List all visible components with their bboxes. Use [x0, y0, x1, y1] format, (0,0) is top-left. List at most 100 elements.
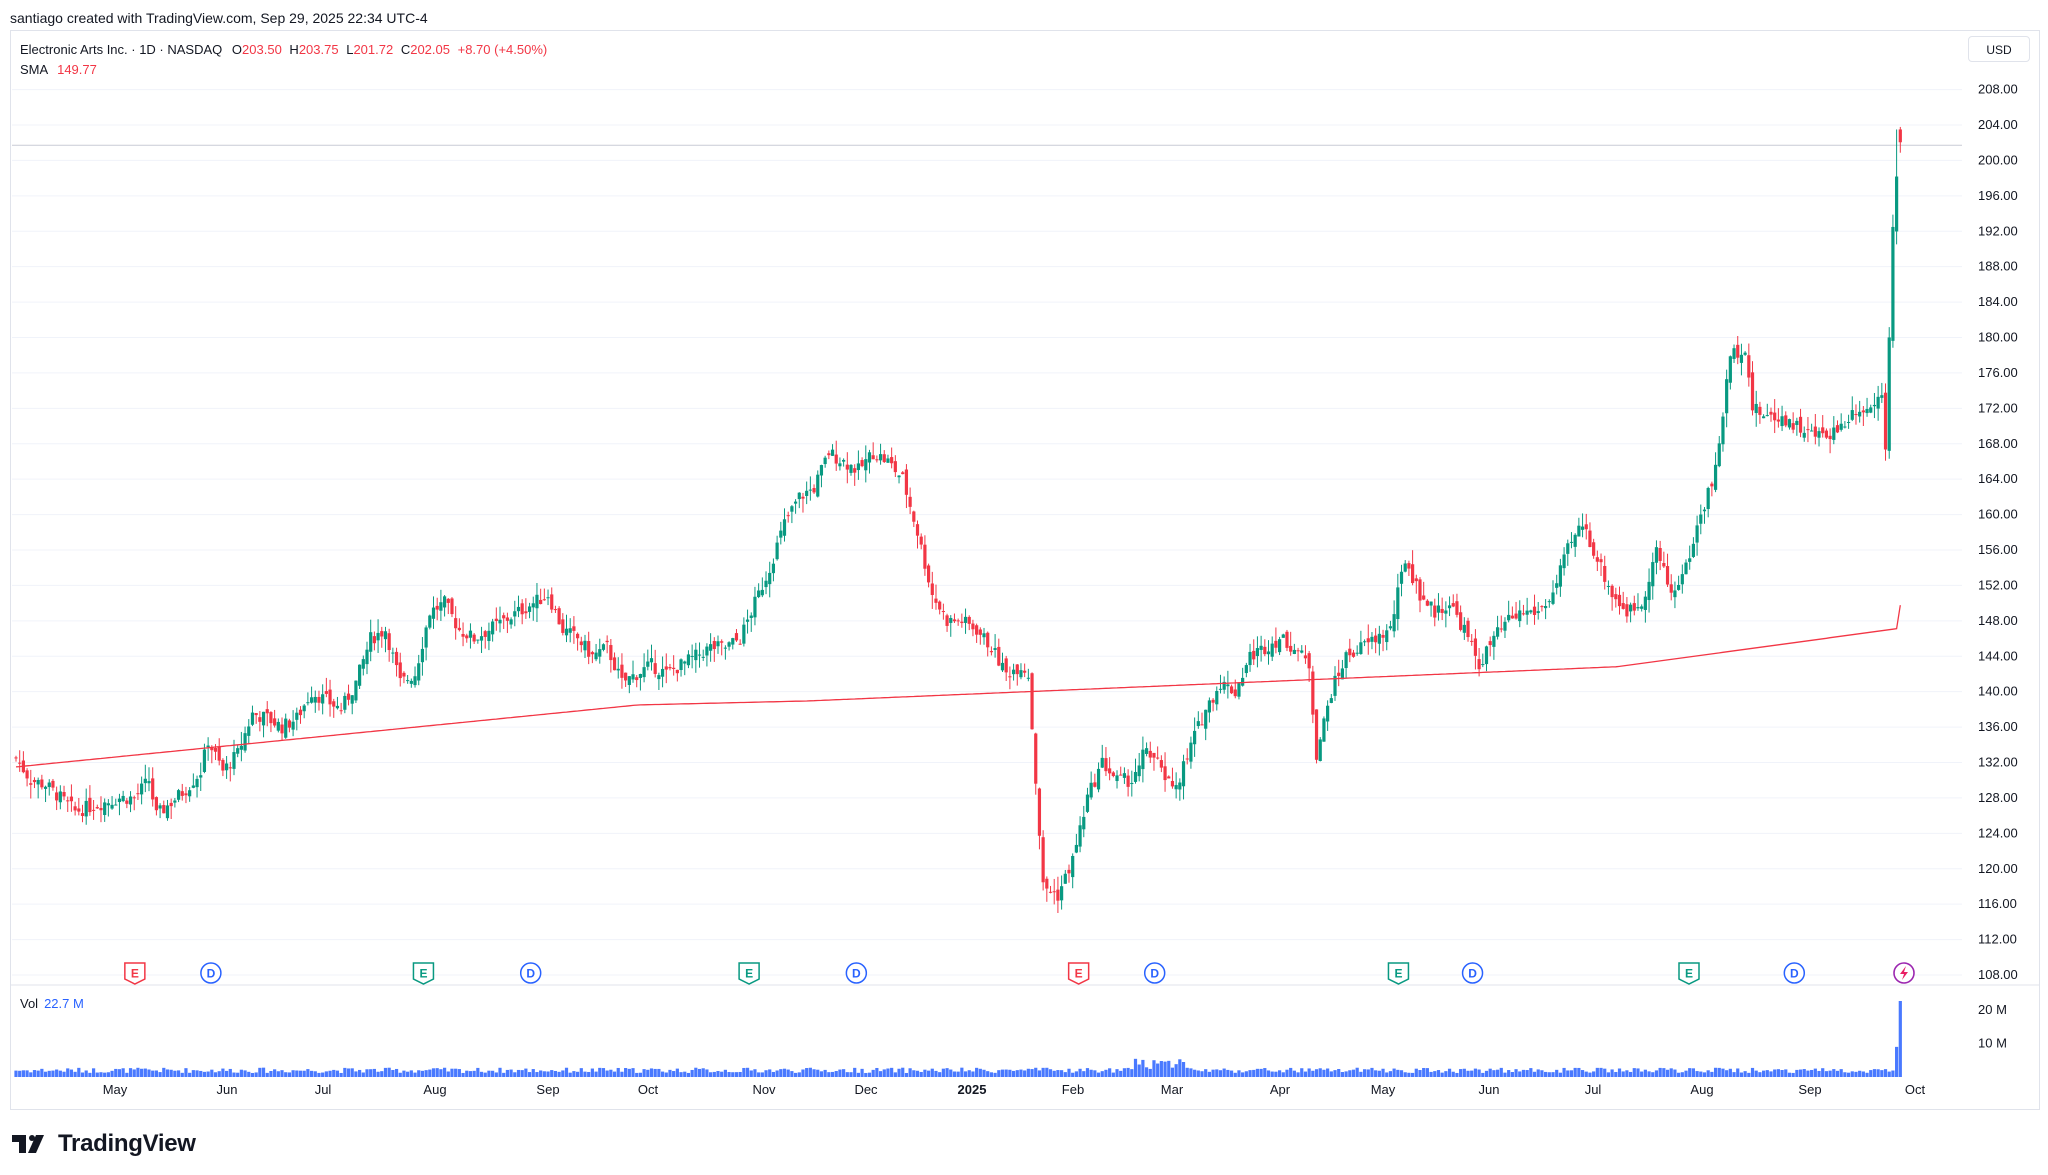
- candle-body: [1447, 605, 1452, 609]
- dividend-marker-icon[interactable]: D: [1143, 962, 1166, 984]
- volume-bar: [173, 1070, 177, 1077]
- volume-label[interactable]: Vol: [20, 996, 39, 1011]
- candle-body: [1233, 689, 1237, 697]
- sma-label[interactable]: SMA: [20, 62, 48, 77]
- candle-body: [587, 641, 591, 657]
- candle-body: [594, 652, 598, 660]
- candle-body: [1222, 681, 1226, 690]
- candle-body: [1196, 721, 1200, 727]
- volume-bar: [1248, 1070, 1252, 1077]
- candle-body: [1274, 640, 1278, 648]
- earnings-marker-icon[interactable]: E: [412, 962, 435, 985]
- candle-body: [99, 807, 103, 811]
- candle-body: [140, 783, 144, 795]
- volume-bar: [583, 1071, 587, 1077]
- earnings-marker-icon[interactable]: E: [1678, 962, 1700, 985]
- candle-body: [32, 779, 37, 783]
- candle-body: [69, 796, 74, 802]
- candle-body: [343, 695, 347, 710]
- candle-body: [808, 489, 812, 491]
- news-bolt-icon[interactable]: [1893, 962, 1915, 984]
- volume-bar: [47, 1070, 51, 1077]
- volume-bar: [915, 1070, 920, 1077]
- volume-bar: [306, 1069, 310, 1077]
- volume-bar: [261, 1067, 266, 1077]
- svg-text:E: E: [1075, 967, 1083, 981]
- dividend-marker-icon[interactable]: D: [200, 962, 222, 984]
- candle-body: [298, 709, 303, 716]
- volume-bar: [1514, 1069, 1518, 1077]
- candle-body: [967, 616, 971, 624]
- candle-body: [1551, 592, 1555, 604]
- candle-body: [1481, 664, 1485, 666]
- candle-body: [675, 669, 679, 674]
- volume-bar: [114, 1068, 118, 1077]
- earnings-marker-icon[interactable]: E: [1387, 962, 1410, 985]
- candle-body: [1514, 613, 1518, 619]
- currency-button[interactable]: USD: [1968, 36, 2030, 62]
- volume-bar: [1193, 1069, 1197, 1077]
- volume-bar: [1314, 1069, 1319, 1077]
- candle-body: [1340, 668, 1345, 680]
- candle-body: [1377, 633, 1381, 644]
- candle-body: [960, 621, 964, 624]
- candle-body: [945, 615, 949, 626]
- dividend-marker-icon[interactable]: D: [1461, 962, 1484, 984]
- volume-bar: [1119, 1070, 1123, 1077]
- candle-body: [1052, 891, 1056, 893]
- candle-body: [679, 659, 683, 671]
- time-tick-label: Mar: [1161, 1082, 1184, 1097]
- candle-body: [1750, 372, 1755, 411]
- candle-body: [878, 454, 883, 461]
- candle-body: [635, 677, 639, 681]
- volume-bar: [450, 1068, 454, 1077]
- volume-bar: [1743, 1071, 1747, 1077]
- candle-body: [243, 733, 247, 751]
- dividend-marker-icon[interactable]: D: [1783, 962, 1806, 984]
- candle-body: [1167, 776, 1171, 779]
- volume-bar: [358, 1069, 362, 1077]
- candle-body: [1754, 403, 1758, 414]
- volume-bar: [1643, 1069, 1647, 1077]
- dividend-marker-icon[interactable]: D: [519, 962, 542, 984]
- symbol-label[interactable]: Electronic Arts Inc. · 1D · NASDAQ: [20, 42, 223, 57]
- candle-body: [1651, 562, 1655, 587]
- volume-bar: [631, 1068, 635, 1077]
- candle-body: [509, 619, 513, 625]
- volume-bar: [697, 1068, 702, 1077]
- candle-body: [790, 506, 794, 512]
- volume-bar: [860, 1068, 864, 1077]
- volume-bar: [1000, 1069, 1005, 1077]
- candle-body: [162, 805, 166, 814]
- candle-body: [1359, 642, 1363, 654]
- volume-bar: [29, 1072, 33, 1077]
- volume-bar: [705, 1069, 709, 1077]
- volume-bar: [1296, 1072, 1300, 1077]
- earnings-marker-icon[interactable]: E: [738, 962, 760, 985]
- candle-body: [1499, 628, 1503, 630]
- volume-bar: [1717, 1067, 1721, 1077]
- volume-bar: [1654, 1070, 1659, 1077]
- dividend-marker-icon[interactable]: D: [845, 962, 868, 984]
- time-tick-label: May: [103, 1082, 128, 1097]
- volume-bar: [871, 1069, 875, 1077]
- volume-bar: [1303, 1071, 1308, 1077]
- volume-bar: [1337, 1069, 1341, 1077]
- earnings-marker-icon[interactable]: E: [1067, 962, 1090, 985]
- earnings-marker-icon[interactable]: E: [124, 962, 146, 985]
- candle-body: [18, 762, 22, 764]
- candle-body: [1843, 426, 1847, 428]
- volume-bar: [132, 1069, 136, 1077]
- candle-body: [1669, 584, 1673, 593]
- chart-frame[interactable]: [10, 30, 2040, 1110]
- candle-body: [1540, 606, 1544, 608]
- volume-bar: [975, 1067, 979, 1077]
- volume-bar: [154, 1070, 158, 1077]
- volume-bar: [1558, 1072, 1562, 1077]
- volume-bar: [587, 1071, 591, 1077]
- candle-body: [195, 778, 199, 788]
- volume-bar: [1776, 1069, 1780, 1077]
- candle-body: [114, 804, 118, 806]
- volume-bar: [343, 1067, 347, 1077]
